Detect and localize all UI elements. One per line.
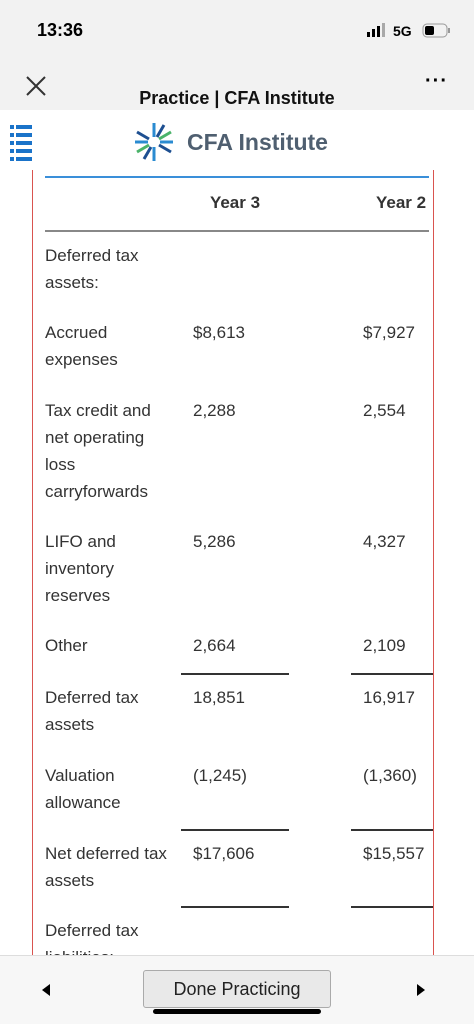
status-icons xyxy=(367,23,450,38)
row-label: Valuation allowance xyxy=(45,766,121,812)
done-button[interactable]: Done Practicing xyxy=(143,970,331,1008)
cell-value: 18,851 xyxy=(193,688,245,707)
more-button[interactable]: ··· xyxy=(425,70,448,92)
menu-button[interactable] xyxy=(10,125,32,161)
sum-rule xyxy=(351,673,433,675)
prev-button[interactable] xyxy=(40,982,52,998)
top-rule xyxy=(45,176,429,178)
cell-value: 2,664 xyxy=(193,636,236,655)
column-header: Year 2 xyxy=(376,193,427,212)
cell-value: 5,286 xyxy=(193,532,236,551)
cell-value: $8,613 xyxy=(193,323,245,342)
row-label: Other xyxy=(45,636,88,655)
cell-value: $15,557 xyxy=(363,844,425,863)
cell-value: 2,109 xyxy=(363,636,406,655)
top-bar xyxy=(0,0,474,110)
cell-value: (1,245) xyxy=(193,766,247,785)
sum-rule xyxy=(181,673,289,675)
sum-rule xyxy=(181,829,289,831)
cell-value: 4,327 xyxy=(363,532,406,551)
next-button[interactable] xyxy=(415,982,427,998)
network: 5G xyxy=(393,23,412,39)
sum-rule xyxy=(351,829,433,831)
logo-mark xyxy=(135,123,173,161)
row-label: Net deferred tax assets xyxy=(45,844,167,890)
cell-value: $17,606 xyxy=(193,844,255,863)
row-label: Deferred tax assets: xyxy=(45,246,139,292)
close-button[interactable] xyxy=(25,75,47,97)
row-label: Deferred tax liabilities: xyxy=(45,921,139,955)
cell-value: 2,288 xyxy=(193,401,236,420)
sum-rule xyxy=(181,906,289,908)
cell-value: 16,917 xyxy=(363,688,415,707)
sum-rule xyxy=(351,906,433,908)
column-header: Year 3 xyxy=(209,193,261,212)
time: 13:36 xyxy=(37,20,84,40)
table-panel: Year 3 Year 2 Deferred tax assets: Accrue… xyxy=(32,170,434,955)
row-label: Deferred tax assets xyxy=(45,688,139,734)
cell-value: $7,927 xyxy=(363,323,415,342)
logo-text: CFA Institute xyxy=(187,129,328,155)
row-label: Accrued expenses xyxy=(45,323,118,369)
header-rule xyxy=(45,230,429,232)
page-title: Practice | CFA Institute xyxy=(139,88,335,108)
cell-value: (1,360) xyxy=(363,766,417,785)
row-label: Tax credit and net operating loss carryf… xyxy=(45,401,151,501)
home-indicator xyxy=(153,1009,321,1014)
cell-value: 2,554 xyxy=(363,401,406,420)
row-label: LIFO and inventory reserves xyxy=(45,532,116,605)
